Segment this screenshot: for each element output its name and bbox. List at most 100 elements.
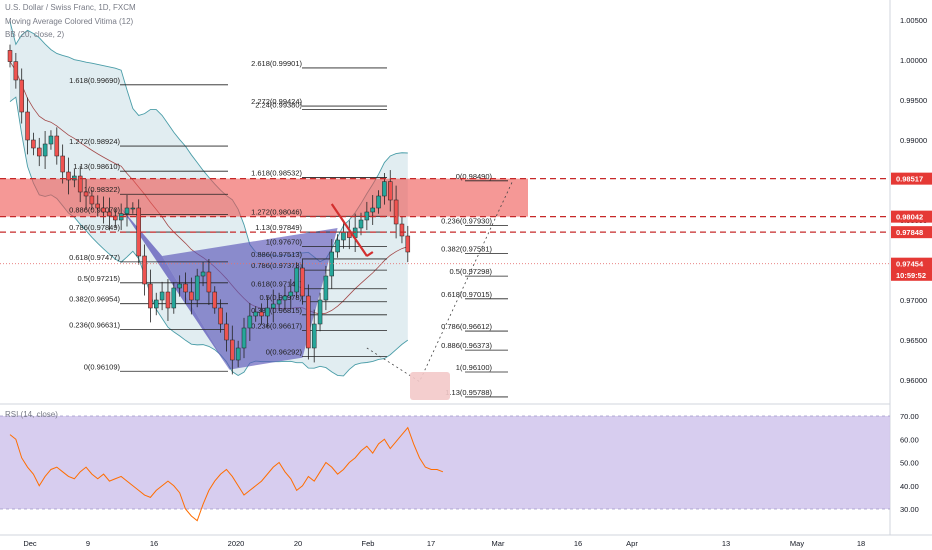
candle[interactable] bbox=[48, 135, 54, 145]
candle[interactable] bbox=[218, 307, 223, 325]
legend-ma[interactable]: Moving Average Colored Vitima (12) bbox=[5, 17, 134, 26]
candle[interactable] bbox=[177, 283, 182, 289]
time-axis-tick: Mar bbox=[492, 539, 505, 548]
candle[interactable] bbox=[306, 295, 311, 349]
candle[interactable] bbox=[54, 135, 60, 157]
price-tag[interactable] bbox=[891, 172, 932, 185]
candle[interactable] bbox=[95, 203, 100, 209]
fib-label: 1.272(0.98924) bbox=[69, 137, 120, 146]
time-axis-tick: 13 bbox=[722, 539, 730, 548]
candle[interactable] bbox=[364, 211, 370, 221]
fib-label: 1(0.98322) bbox=[84, 185, 121, 194]
candle[interactable] bbox=[142, 255, 147, 285]
candle[interactable] bbox=[19, 79, 24, 113]
pattern-bcd[interactable] bbox=[162, 228, 338, 370]
candle[interactable] bbox=[341, 231, 346, 241]
candle[interactable] bbox=[376, 195, 381, 209]
candle[interactable] bbox=[60, 155, 65, 173]
candle[interactable] bbox=[154, 299, 159, 309]
candle[interactable] bbox=[230, 339, 235, 361]
candle[interactable] bbox=[358, 219, 364, 229]
event-markers[interactable] bbox=[410, 372, 450, 400]
fib-label: 1.13(0.98610) bbox=[73, 162, 120, 171]
candle[interactable] bbox=[247, 315, 253, 329]
candle[interactable] bbox=[83, 191, 89, 197]
candle[interactable] bbox=[66, 171, 71, 181]
candle[interactable] bbox=[25, 111, 30, 141]
rsi-line[interactable] bbox=[9, 426, 444, 522]
fib-label: 1.618(0.98532) bbox=[251, 168, 302, 177]
fib-label: 0.382(0.96815) bbox=[251, 306, 302, 315]
candle[interactable] bbox=[31, 139, 36, 149]
legend-symbol[interactable]: U.S. Dollar / Swiss Franc, 1D, FXCM bbox=[5, 3, 136, 12]
candle[interactable] bbox=[212, 291, 217, 309]
bearish-arrow-annotation[interactable] bbox=[330, 203, 374, 257]
rsi-axis-tick: 40.00 bbox=[900, 482, 919, 491]
candle[interactable] bbox=[42, 143, 48, 157]
candle[interactable] bbox=[200, 271, 206, 277]
candle[interactable] bbox=[276, 299, 282, 305]
projection-path bbox=[366, 179, 514, 383]
candle[interactable] bbox=[124, 207, 130, 214]
fib-label: 0.236(0.96631) bbox=[69, 321, 120, 330]
candle[interactable] bbox=[241, 327, 247, 349]
time-axis-tick: May bbox=[790, 539, 804, 548]
candle[interactable] bbox=[165, 291, 171, 309]
candle[interactable] bbox=[405, 235, 411, 253]
candle[interactable] bbox=[382, 181, 387, 197]
fib-label: 0.618(0.97477) bbox=[69, 253, 120, 262]
candle[interactable] bbox=[259, 311, 264, 317]
candle[interactable] bbox=[323, 275, 329, 301]
candle[interactable] bbox=[13, 61, 19, 81]
legend-bb[interactable]: BB (20, close, 2) bbox=[5, 30, 65, 39]
candle[interactable] bbox=[171, 287, 177, 309]
candle[interactable] bbox=[183, 283, 188, 293]
price-axis-tick: 0.99000 bbox=[900, 136, 927, 145]
candle[interactable] bbox=[159, 291, 165, 301]
candle[interactable] bbox=[317, 299, 323, 325]
time-axis-tick: Dec bbox=[23, 539, 37, 548]
candle[interactable] bbox=[194, 275, 200, 301]
candle[interactable] bbox=[189, 291, 194, 301]
candle[interactable] bbox=[235, 347, 241, 361]
candle[interactable] bbox=[72, 175, 77, 181]
fib-label: 1.13(0.95788) bbox=[445, 388, 492, 397]
candle[interactable] bbox=[311, 323, 317, 349]
candle[interactable] bbox=[370, 207, 375, 213]
price-tag[interactable] bbox=[891, 226, 932, 239]
legend-rsi[interactable]: RSI (14, close) bbox=[5, 410, 58, 419]
price-tag[interactable] bbox=[891, 268, 932, 281]
candle[interactable] bbox=[224, 323, 229, 341]
candle[interactable] bbox=[77, 175, 83, 193]
fib-label: 0.786(0.97373) bbox=[251, 261, 302, 270]
fib-label: 1(0.96100) bbox=[456, 363, 493, 372]
candle[interactable] bbox=[271, 303, 276, 309]
candle[interactable] bbox=[282, 295, 288, 301]
candle[interactable] bbox=[101, 207, 106, 213]
candle[interactable] bbox=[388, 181, 393, 201]
candle[interactable] bbox=[89, 195, 95, 205]
candle[interactable] bbox=[399, 223, 405, 237]
candle[interactable] bbox=[265, 307, 270, 317]
candle[interactable] bbox=[7, 50, 13, 62]
price-tag-label: 0.97454 bbox=[896, 260, 924, 269]
price-axis-tick: 0.97000 bbox=[900, 296, 927, 305]
candle[interactable] bbox=[288, 291, 294, 297]
candle[interactable] bbox=[37, 147, 42, 157]
candle[interactable] bbox=[294, 267, 299, 293]
price-tag[interactable] bbox=[891, 210, 932, 223]
candle[interactable] bbox=[206, 271, 212, 293]
candle[interactable] bbox=[253, 311, 258, 317]
candle[interactable] bbox=[300, 267, 305, 297]
fib-label: 0.5(0.97298) bbox=[449, 267, 492, 276]
candle[interactable] bbox=[113, 215, 118, 221]
candle[interactable] bbox=[335, 239, 340, 253]
candle[interactable] bbox=[393, 199, 399, 225]
candle[interactable] bbox=[107, 211, 112, 217]
fib-label: 0.382(0.97581) bbox=[441, 245, 492, 254]
price-tag[interactable] bbox=[891, 257, 932, 270]
supply-zone[interactable] bbox=[0, 178, 528, 217]
candle[interactable] bbox=[148, 283, 153, 309]
candle[interactable] bbox=[130, 207, 136, 210]
